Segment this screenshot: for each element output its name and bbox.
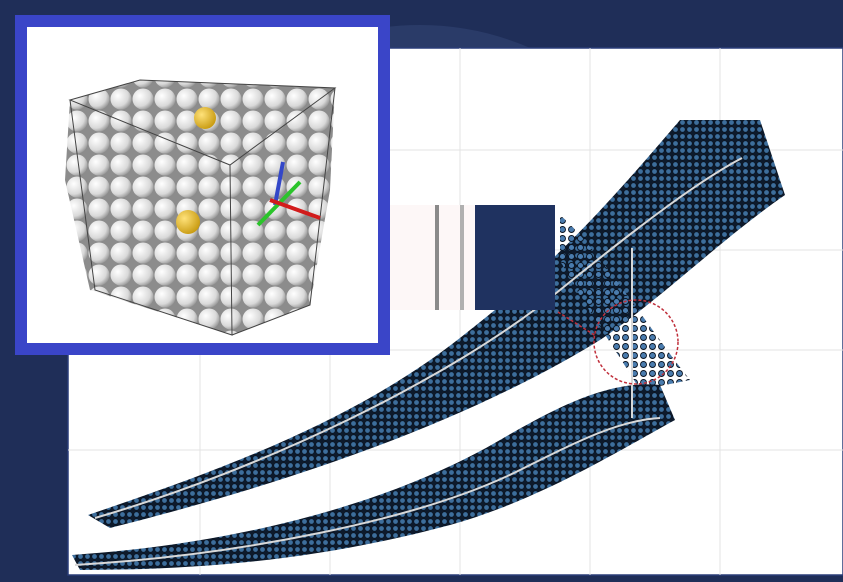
dark-block (475, 205, 555, 310)
inset (21, 21, 384, 349)
divider (435, 205, 439, 310)
figure (0, 0, 843, 582)
page: (() => { const data = JSON.parse(documen… (0, 0, 843, 582)
divider (460, 205, 464, 310)
